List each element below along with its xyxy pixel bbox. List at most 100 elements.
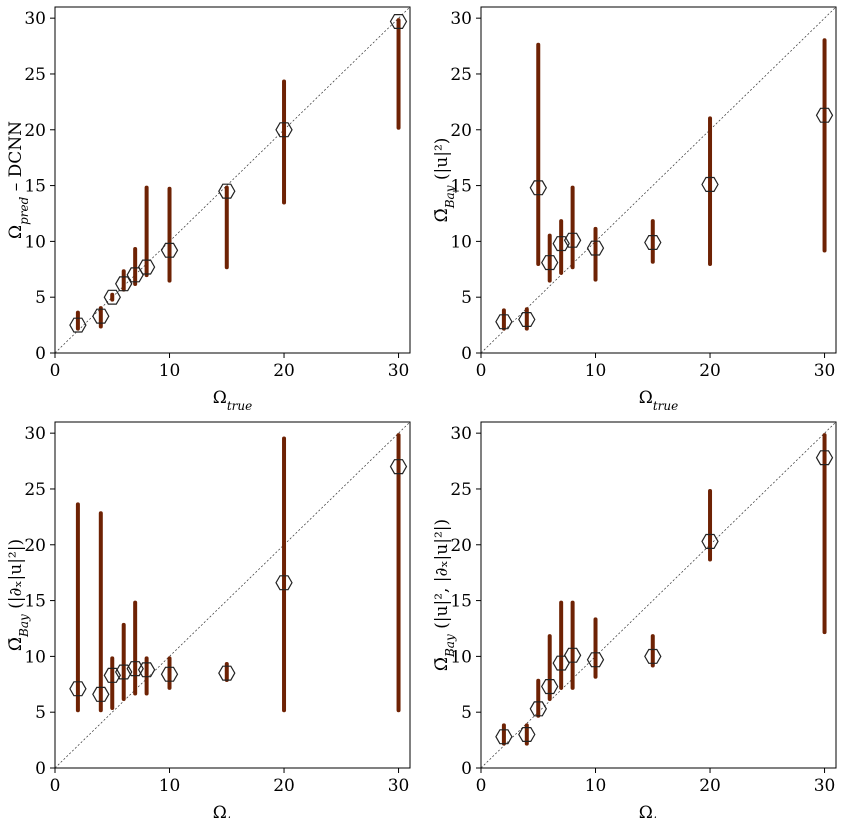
label-sub: Bay — [443, 185, 457, 209]
spread — [593, 617, 598, 679]
y-tick-label: 15 — [24, 592, 46, 612]
axis-label: Ω̄Bay (|u|²) — [432, 138, 457, 223]
spread — [167, 656, 172, 690]
x-tick-label: 30 — [388, 776, 410, 796]
axis-label: Ωpred – DCNN — [6, 121, 31, 239]
axis-label: Ωtrue — [213, 803, 253, 818]
spread — [167, 186, 172, 283]
spread — [547, 233, 552, 283]
label-main: Ω̄ — [432, 208, 452, 222]
mean-marker — [115, 664, 133, 680]
diagonal — [480, 421, 837, 769]
label-main: Ω — [213, 803, 227, 818]
spread — [110, 292, 115, 302]
spread — [524, 723, 529, 746]
spread — [282, 79, 287, 205]
x-tick-label: 0 — [476, 776, 487, 796]
mean-marker — [563, 647, 582, 663]
x-tick-label: 0 — [50, 361, 61, 381]
diagonal — [480, 6, 837, 354]
x-tick-label: 20 — [699, 361, 721, 381]
label-rest: (|u|², |∂ₓ|u|²|) — [432, 519, 452, 634]
x-tick-label: 30 — [814, 776, 836, 796]
y-tick-label: 0 — [35, 344, 46, 364]
mean-marker — [389, 459, 408, 475]
spread — [559, 600, 564, 690]
label-rest: – DCNN — [6, 121, 26, 197]
spread — [559, 219, 564, 275]
spread — [570, 185, 575, 270]
mean-marker — [137, 259, 156, 275]
mean-marker — [701, 533, 719, 550]
y-tick-label: 0 — [461, 344, 472, 364]
mean-marker — [92, 686, 110, 702]
spread — [110, 656, 115, 710]
x-tick-label: 20 — [699, 776, 721, 796]
y-tick-label: 5 — [461, 703, 472, 723]
y-tick-label: 10 — [450, 232, 472, 252]
x-tick-label: 10 — [585, 776, 607, 796]
label-main: Ω — [6, 225, 26, 239]
mean-marker — [160, 242, 179, 258]
x-tick-label: 30 — [814, 361, 836, 381]
y-tick-label: 15 — [450, 592, 472, 612]
spread — [98, 511, 103, 713]
label-main: Ω̄ — [432, 657, 452, 671]
spread — [133, 600, 138, 696]
y-tick-label: 5 — [35, 703, 46, 723]
spread — [396, 18, 401, 130]
spread — [822, 38, 827, 253]
mean-marker — [644, 648, 662, 664]
spread — [570, 600, 575, 690]
y-tick-label: 0 — [461, 759, 472, 779]
plot-frame — [480, 6, 837, 354]
spread — [144, 185, 149, 278]
mean-marker — [218, 665, 236, 681]
plot-frame — [54, 421, 411, 769]
spread — [547, 634, 552, 702]
y-tick-label: 25 — [24, 65, 46, 85]
mean-marker — [815, 107, 834, 123]
spread — [822, 433, 827, 635]
mean-marker — [275, 575, 293, 591]
spread — [144, 656, 149, 696]
spread — [501, 308, 506, 331]
axis-label: Ω̄Bay (|u|², |∂ₓ|u|²|) — [432, 519, 457, 671]
diagonal — [54, 421, 411, 769]
x-tick-label: 10 — [585, 361, 607, 381]
label-sub: Bay — [443, 634, 457, 658]
spread — [224, 661, 229, 683]
spread — [536, 678, 541, 718]
mean-marker — [586, 652, 605, 668]
y-tick-label: 30 — [450, 9, 472, 29]
y-tick-label: 5 — [461, 288, 472, 308]
y-tick-label: 20 — [450, 121, 472, 141]
plot-frame — [480, 421, 837, 769]
label-rest: (|u|²) — [432, 138, 452, 186]
mean-marker — [541, 255, 559, 271]
mean-marker — [644, 235, 662, 250]
mean-marker — [701, 176, 719, 192]
mean-marker — [529, 180, 547, 196]
mean-marker — [815, 450, 834, 466]
mean-marker — [103, 289, 121, 305]
spread — [133, 246, 138, 287]
x-tick-label: 0 — [50, 776, 61, 796]
spread — [396, 433, 401, 713]
spread — [536, 42, 541, 266]
mean-marker — [92, 308, 110, 324]
spread — [224, 185, 229, 270]
axis-label: Ωtrue — [639, 803, 679, 818]
axis-label: Ωtrue — [213, 388, 253, 413]
y-tick-label: 25 — [450, 65, 472, 85]
y-tick-label: 20 — [450, 536, 472, 556]
mean-marker — [218, 183, 236, 199]
label-main: Ω̄ — [6, 637, 26, 651]
mean-marker — [495, 314, 513, 330]
mean-marker — [275, 122, 293, 138]
spread — [650, 634, 655, 668]
mean-marker — [552, 236, 570, 252]
mean-marker — [518, 726, 536, 743]
spread — [650, 219, 655, 264]
